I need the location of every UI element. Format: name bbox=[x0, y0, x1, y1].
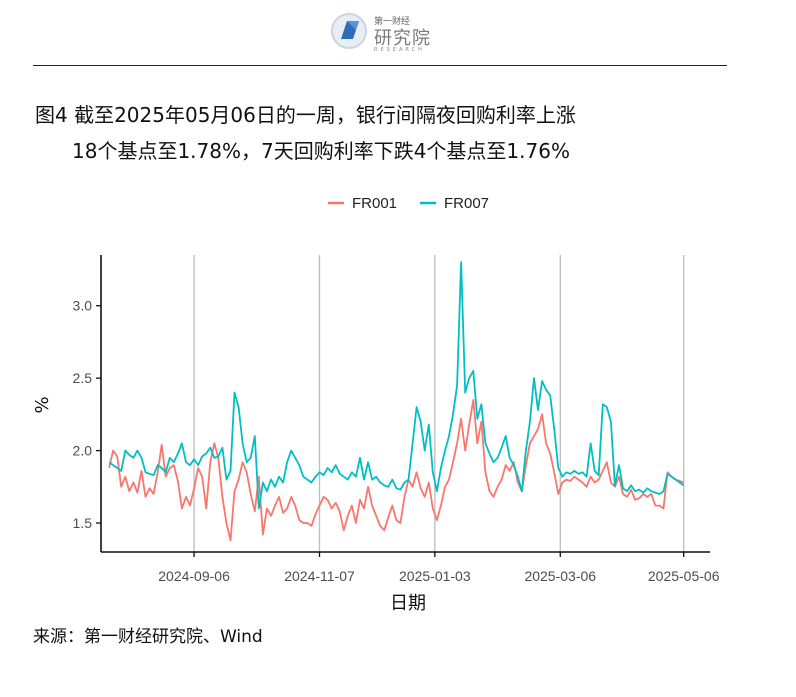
y-axis-title: % bbox=[32, 396, 53, 413]
x-tick-label: 2024-09-06 bbox=[158, 568, 230, 584]
figure-title-line-2: 18个基点至1.78%，7天回购利率下跌4个基点至1.76% bbox=[72, 139, 570, 163]
series-line-fr007 bbox=[108, 261, 685, 510]
header-divider bbox=[33, 65, 727, 66]
series-line-fr001 bbox=[108, 398, 685, 542]
x-tick-label: 2025-05-06 bbox=[648, 568, 720, 584]
logo-english-text: RESEARCH bbox=[374, 47, 425, 53]
logo-main-text: 研究院 bbox=[374, 28, 431, 49]
legend: FR001 FR007 bbox=[328, 195, 489, 212]
series-lines bbox=[108, 261, 685, 542]
legend-label-fr001: FR001 bbox=[352, 195, 397, 212]
x-tick-label: 2025-01-03 bbox=[399, 568, 471, 584]
axes: 1.5 2.0 2.5 3.0 2024-09-06 2024-11-07 2025-01-… bbox=[73, 255, 720, 584]
y-tick-label: 1.5 bbox=[73, 515, 93, 531]
y-tick-label: 2.0 bbox=[73, 443, 93, 459]
x-tick-label: 2025-03-06 bbox=[524, 568, 596, 584]
x-axis-title: 日期 bbox=[390, 593, 426, 614]
source-note: 来源：第一财经研究院、Wind bbox=[33, 627, 263, 647]
line-chart: FR001 FR007 1.5 2.0 2.5 3.0 2024-09-06 2024-1… bbox=[32, 195, 720, 614]
logo-mark-icon bbox=[331, 13, 367, 49]
research-institute-logo: 第一财经 研究院 RESEARCH bbox=[330, 8, 470, 54]
legend-label-fr007: FR007 bbox=[444, 195, 489, 212]
vertical-gridlines bbox=[193, 255, 685, 552]
x-tick-label: 2024-11-07 bbox=[284, 568, 355, 584]
y-tick-label: 2.5 bbox=[73, 370, 93, 386]
y-tick-label: 3.0 bbox=[73, 298, 93, 314]
figure-title-line-1: 图4 截至2025年05月06日的一周，银行间隔夜回购利率上涨 bbox=[35, 103, 576, 127]
logo-small-text: 第一财经 bbox=[374, 17, 411, 27]
